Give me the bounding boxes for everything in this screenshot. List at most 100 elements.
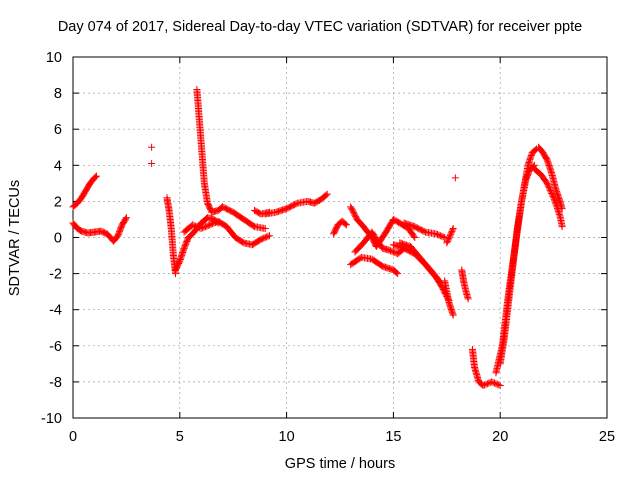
data-point (448, 227, 456, 235)
data-point (451, 174, 459, 182)
y-tick-label: 0 (54, 231, 62, 247)
data-point (189, 221, 197, 229)
data-point (341, 220, 349, 228)
x-tick-label: 5 (176, 429, 184, 445)
data-point (258, 235, 266, 243)
data-point (436, 232, 444, 240)
data-point (546, 187, 554, 195)
data-point (544, 181, 552, 189)
data-point (543, 179, 551, 187)
data-point (91, 173, 99, 181)
data-point (197, 224, 205, 232)
data-point (206, 221, 214, 229)
data-point (558, 223, 566, 231)
data-point (394, 270, 402, 278)
data-point (483, 380, 491, 388)
y-tick-label: -4 (49, 303, 62, 319)
data-point (548, 191, 556, 199)
data-point (389, 248, 397, 256)
data-point (193, 223, 201, 231)
data-point (122, 215, 130, 223)
data-point (555, 209, 563, 217)
data-point (439, 233, 447, 241)
data-point (553, 204, 561, 212)
data-point (545, 184, 553, 192)
data-point (388, 247, 396, 255)
data-point (548, 189, 556, 197)
y-tick-label: -2 (49, 267, 62, 283)
data-point (491, 379, 499, 387)
data-point (148, 143, 156, 151)
x-tick-label: 0 (69, 429, 77, 445)
data-point (496, 382, 504, 390)
data-point (292, 200, 300, 208)
data-point (489, 379, 497, 387)
data-point (449, 224, 457, 232)
data-point (547, 188, 555, 196)
data-point (481, 381, 489, 389)
data-point (435, 231, 443, 239)
data-point (479, 382, 487, 390)
data-point (203, 222, 211, 230)
y-tick-label: 10 (46, 50, 62, 66)
y-tick-label: -8 (49, 375, 62, 391)
x-tick-label: 15 (385, 429, 401, 445)
grid-lines (73, 57, 607, 418)
data-point (553, 203, 561, 211)
y-tick-label: -10 (41, 411, 62, 427)
data-point (546, 185, 554, 193)
data-point (493, 380, 501, 388)
data-point (447, 229, 455, 237)
data-point (122, 214, 130, 222)
data-point (261, 234, 269, 241)
data-point (432, 230, 440, 238)
data-point (443, 237, 451, 245)
axis-ticks: 0 5 10 15 20 25 -10 -8 -6 -4 -2 0 2 4 6 8 10 (41, 50, 615, 445)
data-points (69, 85, 566, 390)
data-point (148, 159, 156, 167)
x-tick-label: 25 (599, 429, 615, 445)
data-point (447, 230, 455, 238)
y-tick-label: 8 (54, 86, 62, 102)
data-point (393, 269, 401, 277)
data-point (550, 195, 558, 203)
x-axis-label: GPS time / hours (284, 456, 396, 472)
data-point (264, 232, 272, 240)
data-point (190, 221, 198, 229)
y-tick-label: -6 (49, 339, 62, 355)
data-point (201, 223, 209, 231)
data-point (449, 311, 457, 319)
data-point (555, 210, 563, 218)
data-point (385, 246, 393, 254)
y-tick-label: 6 (54, 122, 62, 138)
data-point (266, 232, 274, 240)
x-tick-label: 20 (492, 429, 508, 445)
data-point (443, 239, 451, 247)
data-point (554, 206, 562, 214)
data-point (342, 221, 350, 229)
data-point (464, 295, 472, 303)
data-point (199, 224, 207, 232)
data-point (435, 277, 443, 285)
data-point (260, 234, 268, 242)
data-point (554, 207, 562, 215)
data-point (438, 232, 446, 240)
y-tick-label: 4 (54, 158, 62, 174)
data-point (209, 220, 217, 228)
data-point (200, 223, 208, 231)
data-point (551, 197, 559, 205)
data-point (495, 381, 503, 389)
data-point (257, 235, 265, 243)
data-point (207, 220, 215, 228)
data-point (322, 191, 330, 199)
chart-title: Day 074 of 2017, Sidereal Day-to-day VTE… (57, 19, 583, 35)
data-point (551, 198, 559, 206)
data-point (445, 233, 453, 241)
data-point (204, 221, 212, 229)
data-point (92, 172, 100, 180)
data-point (191, 222, 199, 230)
data-point (549, 192, 557, 200)
data-point (552, 201, 560, 209)
data-point (550, 194, 558, 202)
